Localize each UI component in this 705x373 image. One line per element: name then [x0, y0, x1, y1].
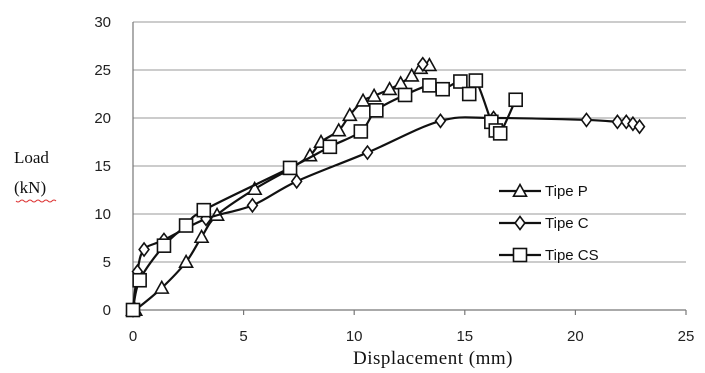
- legend-marker-triangle: [512, 182, 528, 197]
- spellcheck-underline: [15, 199, 57, 203]
- series-square-point-5: [282, 160, 298, 176]
- legend: Tipe P Tipe C Tipe CS: [499, 182, 599, 264]
- x-tick-label-20: 20: [567, 328, 584, 345]
- y-tick-label-25: 25: [94, 62, 111, 79]
- series-square-point-11: [435, 81, 450, 97]
- series-square-point-13: [461, 86, 477, 102]
- series-triangle-point-6: [246, 180, 263, 196]
- series-square-point-9: [397, 87, 413, 103]
- series-triangle-point-16: [403, 67, 420, 82]
- series-square-point-0: [125, 302, 141, 318]
- series-triangle-point-2: [153, 279, 170, 294]
- y-tick-label-0: 0: [103, 302, 111, 319]
- y-axis-label-line1: Load: [14, 148, 49, 167]
- x-tick-label-5: 5: [239, 328, 247, 345]
- y-tick-label-5: 5: [103, 254, 111, 271]
- series-triangle-point-11: [341, 106, 358, 122]
- series-square-point-1: [132, 272, 147, 288]
- y-tick-label-30: 30: [94, 14, 111, 31]
- series-square: [125, 73, 523, 318]
- series: [125, 56, 646, 318]
- gridlines: [133, 21, 686, 263]
- series-diamond: [127, 56, 646, 318]
- series-triangle-point-3: [178, 253, 194, 269]
- series-square-point-7: [353, 124, 369, 139]
- x-axis-label: Displacement (mm): [353, 348, 513, 369]
- legend-label-diamond: Tipe C: [545, 215, 589, 232]
- series-triangle-point-12: [355, 92, 371, 107]
- series-square-point-14: [468, 73, 484, 88]
- x-tick-label-15: 15: [456, 328, 473, 345]
- series-square-point-3: [178, 218, 194, 233]
- x-tick-label-25: 25: [678, 328, 695, 345]
- series-diamond-point-2: [138, 241, 150, 258]
- series-triangle-point-10: [330, 122, 347, 137]
- legend-entry-diamond: Tipe C: [499, 215, 589, 232]
- legend-entry-square: Tipe CS: [499, 247, 599, 264]
- series-triangle-point-15: [392, 75, 409, 90]
- series-triangle-point-14: [381, 81, 398, 96]
- series-diamond-point-10: [580, 112, 593, 128]
- series-triangle: [125, 57, 438, 317]
- legend-label-triangle: Tipe P: [545, 183, 588, 200]
- tick-labels: 0 5 10 15 20 25 30 0 5 10 15 20 25: [94, 14, 694, 345]
- series-triangle-point-4: [193, 228, 210, 244]
- series-triangle-point-13: [366, 87, 382, 102]
- y-tick-label-15: 15: [94, 158, 111, 175]
- series-square-point-6: [322, 139, 338, 155]
- series-diamond-peak-marker: [416, 56, 429, 73]
- legend-label-square: Tipe CS: [545, 247, 599, 264]
- y-axis-label-line2: (kN): [14, 178, 46, 197]
- axes: [132, 22, 687, 315]
- series-diamond-point-8: [434, 113, 447, 129]
- series-diamond-point-6: [290, 173, 303, 190]
- series-diamond-point-11: [611, 114, 624, 130]
- series-square-point-17: [492, 126, 508, 141]
- y-tick-label-20: 20: [94, 110, 111, 127]
- series-square-point-2: [156, 238, 172, 253]
- series-diamond-point-5: [246, 197, 259, 214]
- legend-marker-square: [512, 247, 528, 263]
- series-square-line: [131, 78, 517, 311]
- series-diamond-point-14: [633, 118, 646, 135]
- legend-entry-triangle: Tipe P: [499, 182, 588, 200]
- y-tick-label-10: 10: [94, 206, 111, 223]
- x-tick-label-10: 10: [346, 328, 363, 345]
- series-square-point-8: [369, 103, 384, 118]
- series-square-point-10: [422, 78, 437, 93]
- series-square-point-18: [508, 92, 523, 108]
- series-diamond-point-7: [361, 144, 374, 161]
- series-square-point-12: [453, 74, 468, 89]
- series-square-point-4: [196, 202, 212, 218]
- legend-marker-diamond: [514, 215, 526, 231]
- x-tick-label-0: 0: [129, 328, 137, 345]
